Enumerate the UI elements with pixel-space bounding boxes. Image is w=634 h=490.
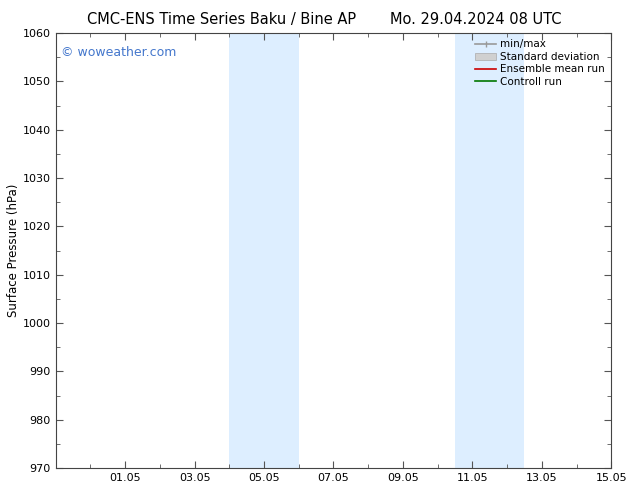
Legend: min/max, Standard deviation, Ensemble mean run, Controll run: min/max, Standard deviation, Ensemble me… xyxy=(472,36,608,90)
Text: © woweather.com: © woweather.com xyxy=(61,46,177,59)
Text: Mo. 29.04.2024 08 UTC: Mo. 29.04.2024 08 UTC xyxy=(390,12,561,27)
Text: CMC-ENS Time Series Baku / Bine AP: CMC-ENS Time Series Baku / Bine AP xyxy=(87,12,356,27)
Bar xyxy=(455,33,524,468)
Y-axis label: Surface Pressure (hPa): Surface Pressure (hPa) xyxy=(7,184,20,318)
Bar xyxy=(230,33,299,468)
